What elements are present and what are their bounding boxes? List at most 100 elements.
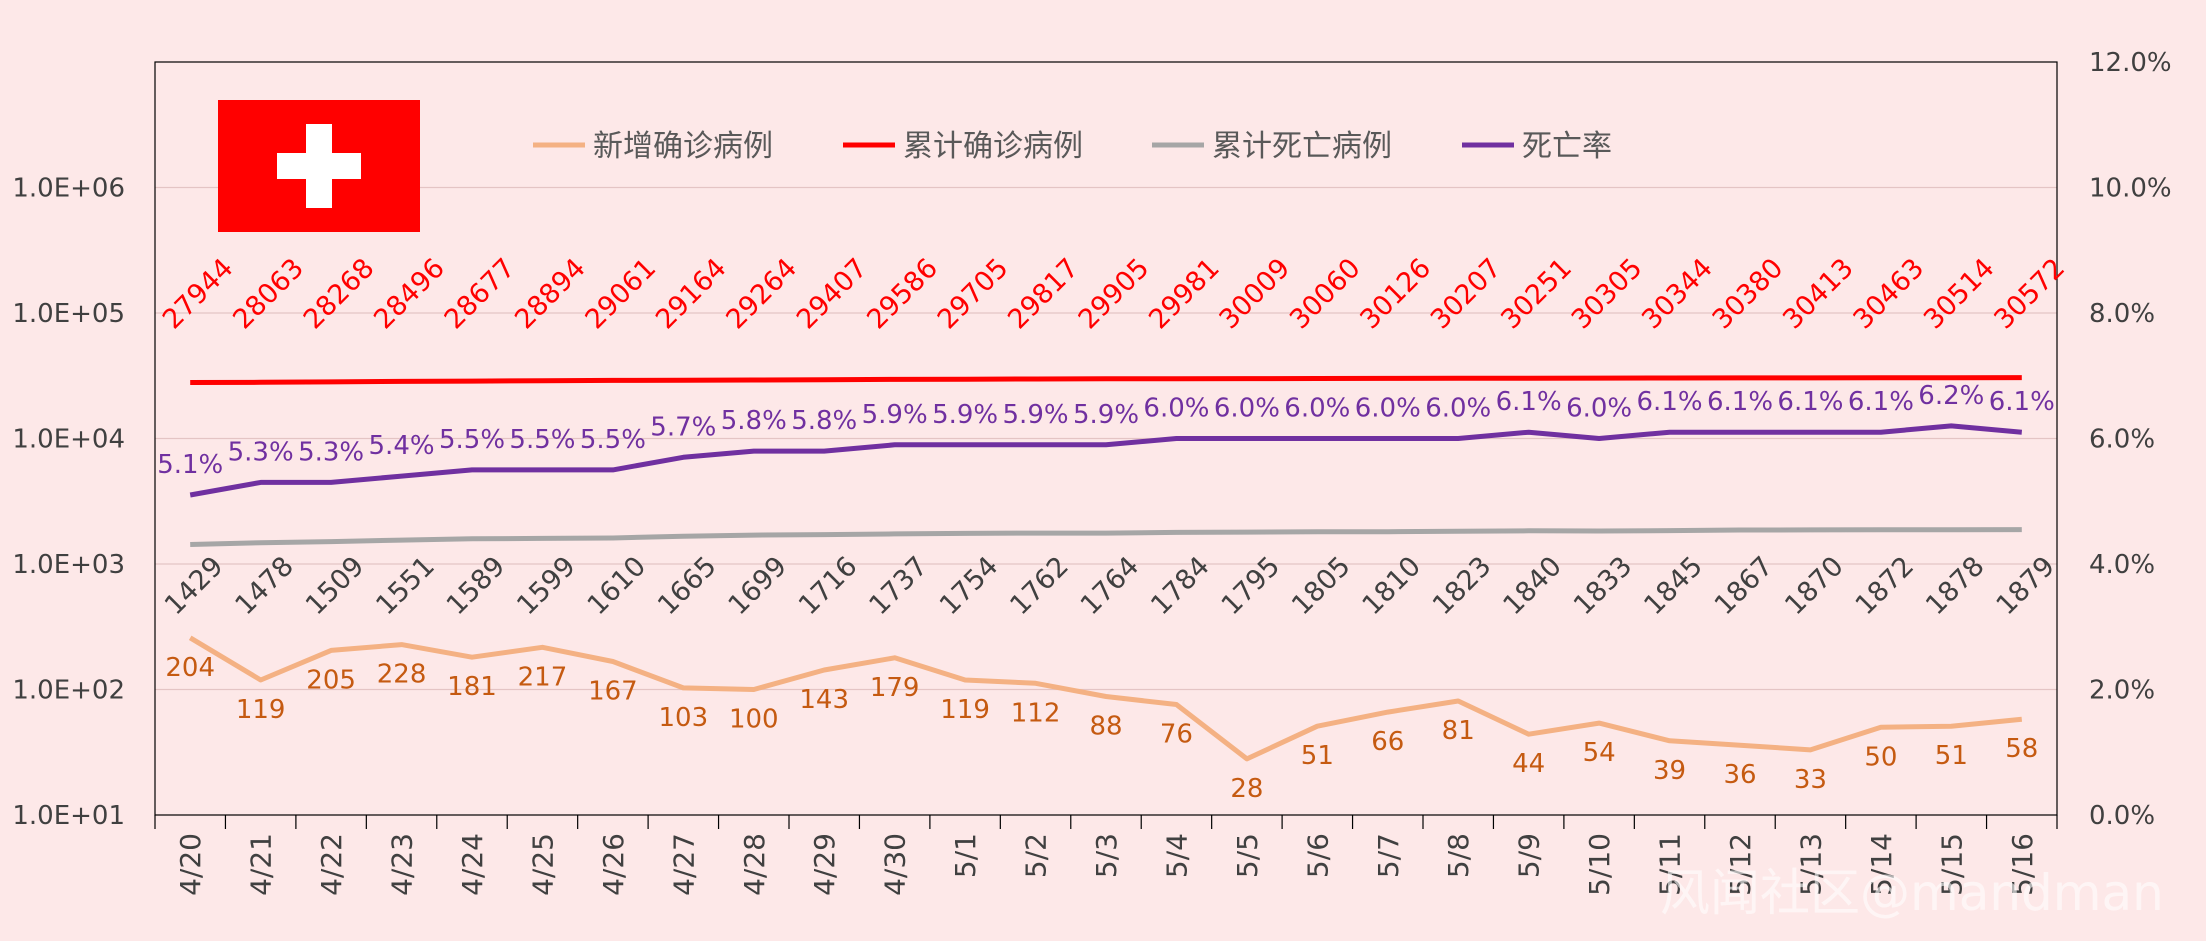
new-cases-label: 51 (1935, 741, 1968, 771)
cumulative-confirmed-label: 30572 (1988, 253, 2071, 336)
death-rate-label: 5.3% (298, 437, 364, 467)
series-lines (188, 375, 2023, 762)
x-tick-label: 4/23 (386, 833, 419, 896)
death-rate-label: 6.1% (1989, 387, 2055, 417)
x-tick-label: 5/5 (1231, 833, 1264, 878)
cumulative-confirmed-label: 29264 (720, 253, 803, 336)
legend-label-3: 累计死亡病例 (1212, 129, 1392, 164)
x-tick-label: 5/10 (1583, 833, 1616, 896)
new-cases-label: 33 (1794, 765, 1827, 795)
x-tick-label: 4/25 (526, 833, 559, 896)
cumulative-deaths-label: 1610 (582, 551, 653, 622)
y-right-tick-label: 0.0% (2089, 801, 2155, 831)
cumulative-deaths-label: 1833 (1568, 551, 1639, 622)
x-tick-label: 5/13 (1794, 833, 1827, 896)
cumulative-deaths-label: 1737 (863, 551, 934, 622)
new-cases-label: 28 (1230, 774, 1263, 804)
cumulative-confirmed-label: 28063 (227, 253, 310, 336)
x-tick-label: 5/1 (949, 833, 982, 878)
new-cases-label: 81 (1442, 716, 1475, 746)
new-cases-label: 228 (377, 660, 427, 690)
x-tick-label: 5/6 (1301, 833, 1334, 878)
plot-frame (154, 61, 2058, 816)
x-tick-label: 4/28 (738, 833, 771, 896)
cumulative-confirmed-label: 30380 (1707, 253, 1790, 336)
cumulative-deaths-label: 1867 (1709, 551, 1780, 622)
new-cases-label: 181 (447, 672, 497, 702)
new-cases-label: 88 (1089, 711, 1122, 741)
y-right-tick-label: 2.0% (2089, 676, 2155, 706)
y-left-tick-label: 1.0E+01 (12, 801, 125, 831)
y-right-tick-label: 4.0% (2089, 550, 2155, 580)
death-rate-label: 5.3% (228, 437, 294, 467)
cumulative-deaths-label: 1810 (1357, 551, 1428, 622)
death-rate-label: 6.0% (1214, 394, 1280, 424)
cumulative-deaths-label: 1872 (1850, 551, 1921, 622)
x-tick-label: 4/21 (245, 833, 278, 896)
cumulative-deaths-label: 1551 (370, 551, 441, 622)
x-tick-label: 4/27 (667, 833, 700, 896)
new-cases-label: 204 (165, 653, 215, 683)
new-cases-label: 112 (1011, 698, 1061, 728)
x-tick-label: 5/4 (1160, 833, 1193, 878)
death-rate-label: 5.5% (509, 425, 575, 455)
cumulative-confirmed-label: 30207 (1425, 253, 1508, 336)
death-rate-label: 5.5% (439, 425, 505, 455)
cumulative-confirmed-label: 30305 (1566, 253, 1649, 336)
cumulative-confirmed-label: 30463 (1848, 253, 1931, 336)
cumulative-deaths-label: 1665 (652, 551, 723, 622)
x-tick-label: 5/2 (1020, 833, 1053, 878)
death-rate-label: 6.1% (1707, 387, 1773, 417)
legend-label-4: 死亡率 (1522, 129, 1612, 164)
new-cases-label: 100 (729, 705, 779, 735)
y-left-tick-label: 1.0E+05 (12, 299, 125, 329)
cumulative-confirmed-label: 27944 (157, 253, 240, 336)
death-rate-label: 6.0% (1355, 394, 1421, 424)
death-rate-label: 5.8% (791, 406, 857, 436)
death-rate-label: 6.1% (1496, 387, 1562, 417)
cumulative-deaths-label: 1509 (300, 551, 371, 622)
series-line-1 (188, 635, 2023, 762)
new-cases-label: 217 (518, 662, 568, 692)
cumulative-confirmed-label: 30060 (1284, 253, 1367, 336)
death-rate-label: 6.0% (1284, 394, 1350, 424)
y-left-tick-label: 1.0E+06 (12, 174, 125, 204)
cumulative-deaths-label: 1795 (1216, 551, 1287, 622)
new-cases-label: 58 (2005, 734, 2038, 764)
new-cases-label: 179 (870, 673, 920, 703)
death-rate-label: 6.1% (1848, 387, 1914, 417)
cumulative-confirmed-label: 30514 (1918, 253, 2001, 336)
cumulative-confirmed-label: 28496 (368, 253, 451, 336)
cumulative-deaths-label: 1784 (1145, 551, 1216, 622)
cumulative-confirmed-label: 30009 (1214, 253, 1297, 336)
new-cases-label: 51 (1301, 741, 1334, 771)
new-cases-label: 143 (799, 685, 849, 715)
cumulative-deaths-label: 1879 (1991, 551, 2062, 622)
death-rate-label: 5.8% (721, 406, 787, 436)
death-rate-label: 5.4% (369, 431, 435, 461)
cumulative-deaths-label: 1478 (229, 551, 300, 622)
y-right-tick-label: 10.0% (2089, 174, 2172, 204)
death-rate-label: 6.0% (1425, 394, 1491, 424)
cumulative-deaths-label: 1699 (723, 551, 794, 622)
x-tick-label: 4/20 (174, 833, 207, 896)
cumulative-deaths-label: 1429 (159, 551, 230, 622)
cumulative-deaths-label: 1599 (511, 551, 582, 622)
x-tick-label: 4/29 (808, 833, 841, 896)
death-rate-label: 6.2% (1918, 381, 1984, 411)
cumulative-confirmed-label: 29905 (1073, 253, 1156, 336)
cumulative-deaths-label: 1754 (934, 551, 1005, 622)
cumulative-confirmed-label: 28677 (439, 253, 522, 336)
x-tick-label: 5/12 (1724, 833, 1757, 896)
x-tick-label: 5/7 (1372, 833, 1405, 878)
death-rate-label: 6.0% (1143, 394, 1209, 424)
x-tick-label: 4/26 (597, 833, 630, 896)
cumulative-deaths-label: 1805 (1286, 551, 1357, 622)
y-left-tick-label: 1.0E+03 (12, 550, 125, 580)
x-tick-label: 5/14 (1865, 833, 1898, 896)
death-rate-label: 6.1% (1777, 387, 1843, 417)
cumulative-deaths-label: 1845 (1638, 551, 1709, 622)
new-cases-label: 76 (1160, 719, 1193, 749)
x-tick-label: 4/30 (879, 833, 912, 896)
